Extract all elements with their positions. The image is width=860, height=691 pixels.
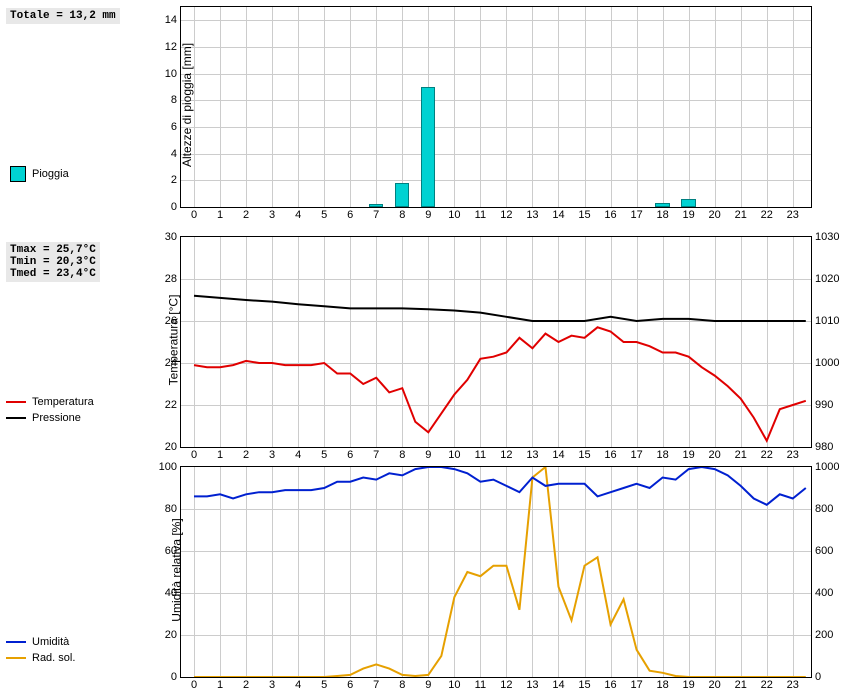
rain-legend: Pioggia xyxy=(10,166,69,182)
rain-legend-swatch xyxy=(10,166,26,182)
temp-press-legend-item: Temperatura xyxy=(6,396,94,408)
legend-line-swatch xyxy=(6,641,26,643)
temp-ylabel: Temperatura [°C] xyxy=(166,295,180,386)
humid-rad-chart: 0123456789101112131415161718192021222302… xyxy=(180,466,812,678)
rain-bar xyxy=(369,204,383,207)
temp-stats-box: Tmax = 25,7°C Tmin = 20,3°C Tmed = 23,4°… xyxy=(6,242,100,282)
temp-press-legend-item: Pressione xyxy=(6,412,81,424)
rain-bar xyxy=(681,199,695,207)
rain-legend-label: Pioggia xyxy=(32,168,69,180)
humid-ylabel: Umidità relativa [%] xyxy=(170,518,184,621)
legend-label: Rad. sol. xyxy=(32,652,75,664)
humid-rad-legend-item: Rad. sol. xyxy=(6,652,75,664)
legend-label: Temperatura xyxy=(32,396,94,408)
rain-bar xyxy=(421,87,435,207)
legend-line-swatch xyxy=(6,417,26,419)
rain-bar xyxy=(395,183,409,207)
humid-rad-legend-item: Umidità xyxy=(6,636,69,648)
legend-line-swatch xyxy=(6,657,26,659)
temp-press-chart: 0123456789101112131415161718192021222320… xyxy=(180,236,812,448)
legend-label: Umidità xyxy=(32,636,69,648)
rain-total-box: Totale = 13,2 mm xyxy=(6,8,120,24)
legend-label: Pressione xyxy=(32,412,81,424)
rain-bar xyxy=(655,203,669,207)
rain-ylabel: Altezze di pioggia [mm] xyxy=(180,43,194,167)
rain-chart: 0123456789101112131415161718192021222302… xyxy=(180,6,812,208)
legend-line-swatch xyxy=(6,401,26,403)
